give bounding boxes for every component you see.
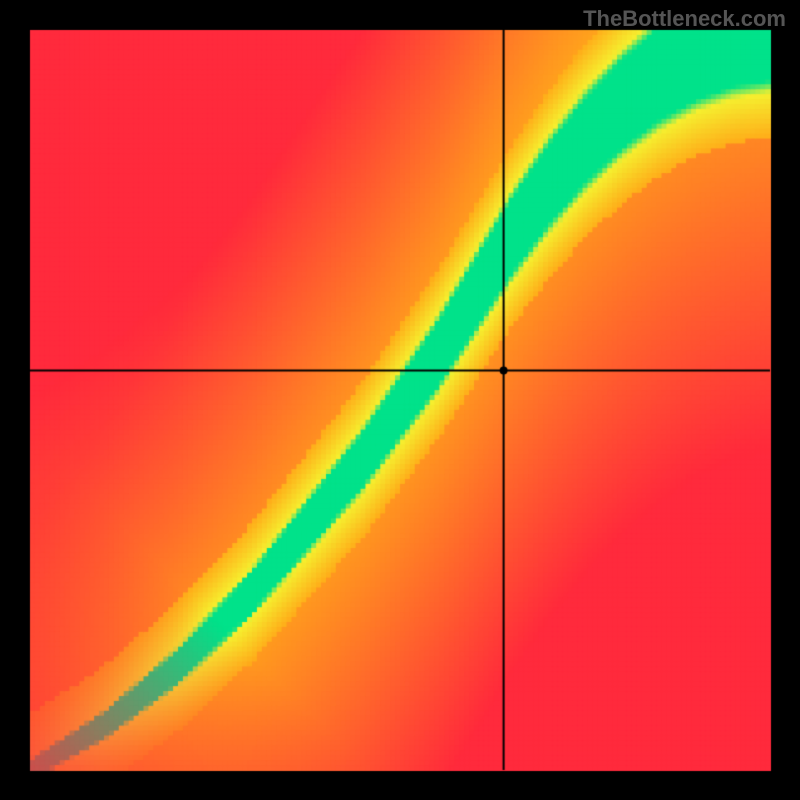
watermark-text: TheBottleneck.com — [583, 6, 786, 32]
chart-container: TheBottleneck.com — [0, 0, 800, 800]
bottleneck-heatmap — [0, 0, 800, 800]
